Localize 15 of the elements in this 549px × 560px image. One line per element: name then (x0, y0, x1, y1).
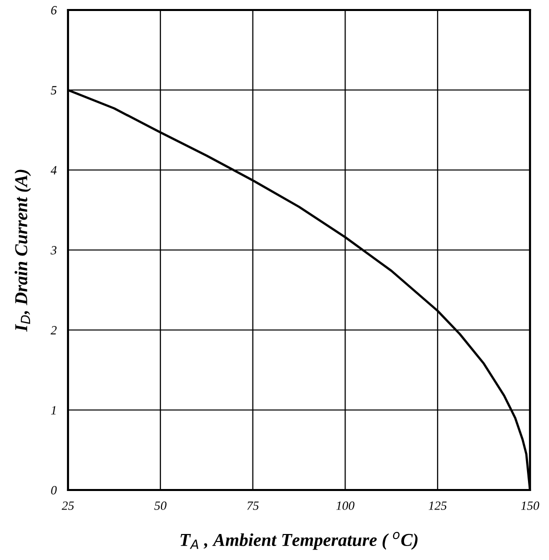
y-tick-label: 6 (51, 6, 57, 14)
y-tick-label: 1 (51, 406, 56, 414)
x-tick-label: 75 (247, 502, 259, 510)
y-tick-label: 5 (50, 86, 57, 94)
y-axis-title: I$_{D}$, Drain Current (A) (14, 170, 31, 332)
y-tick-label: 4 (50, 166, 57, 174)
y-tick-label: 0 (51, 486, 57, 494)
x-axis-title: T$_{A}$ , Ambient Temperature ( $^{o}$C) (180, 532, 418, 550)
y-tick-label: 3 (50, 246, 56, 254)
x-tick-label: 125 (428, 502, 447, 510)
x-tick-label: 100 (336, 501, 354, 510)
x-tick-label: 50 (154, 501, 166, 510)
y-tick-label: 2 (50, 326, 57, 334)
x-tick-label: 150 (521, 501, 540, 510)
x-tick-label: 25 (62, 502, 74, 510)
